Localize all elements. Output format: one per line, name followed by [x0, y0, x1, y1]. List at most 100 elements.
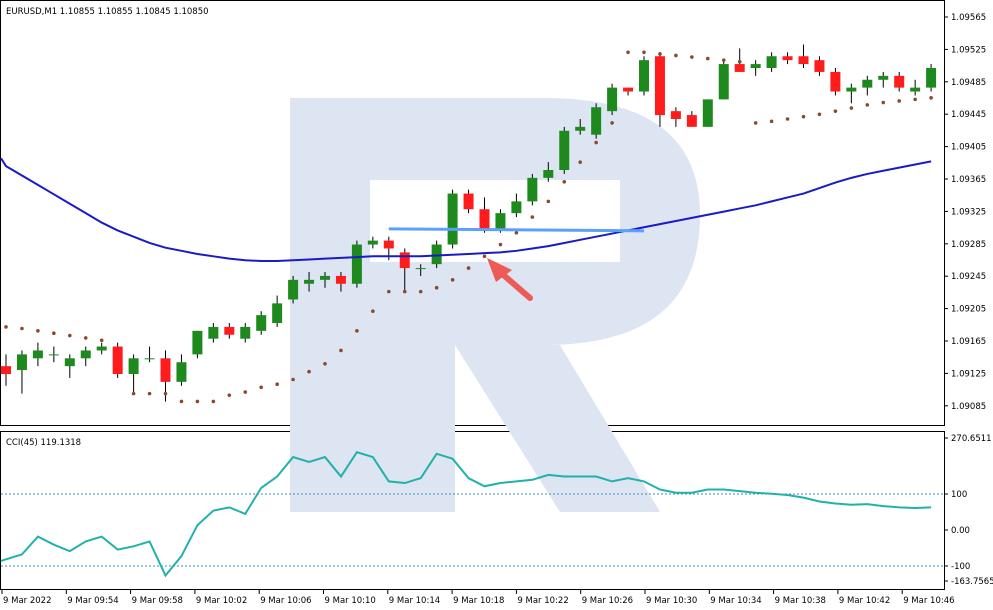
- candle: [192, 330, 203, 359]
- candle: [639, 56, 649, 96]
- candle-body: [543, 170, 554, 178]
- time-tick: 9 Mar 2022: [1, 589, 51, 606]
- candle: [112, 342, 123, 378]
- sar-dot: [387, 289, 391, 294]
- time-tick-label: 9 Mar 10:10: [325, 596, 376, 606]
- candle-body: [894, 75, 905, 88]
- sar-dot: [371, 309, 375, 314]
- main-y-axis: 1.09565 1.09525 1.09485 1.09445 1.09405 1.093…: [944, 13, 986, 412]
- main-panel-frame: [0, 0, 945, 426]
- candle: [750, 60, 761, 76]
- candle-body: [288, 279, 299, 300]
- candle: [718, 60, 729, 100]
- price-tick: 1.09485: [944, 78, 986, 88]
- candle: [431, 240, 442, 269]
- sar-dot: [769, 119, 774, 124]
- candle-body: [96, 346, 107, 351]
- candle: [543, 162, 554, 182]
- candle: [894, 71, 905, 92]
- candle: [447, 189, 458, 249]
- candle-body: [415, 268, 426, 270]
- candle-body: [846, 87, 857, 92]
- time-tick: 9 Mar 10:26: [580, 589, 633, 606]
- candle-body: [1, 366, 11, 374]
- candle-body: [926, 68, 937, 88]
- candle-body: [766, 56, 777, 68]
- cci-layer: [0, 451, 932, 578]
- candle: [591, 103, 602, 139]
- candle: [176, 354, 187, 386]
- candles-layer: [1, 44, 937, 402]
- sar-dot: [578, 160, 582, 164]
- sar-dot: [83, 336, 88, 340]
- time-axis: 9 Mar 2022 9 Mar 09:54 9 Mar 09:58 9 Mar 10…: [1, 589, 955, 606]
- candle: [320, 272, 330, 288]
- sar-dot: [355, 329, 359, 333]
- sar-dot: [20, 326, 24, 331]
- candle-body: [750, 64, 761, 68]
- candle-body: [718, 64, 729, 100]
- price-tick-label: 1.09485: [951, 78, 986, 88]
- candle-body: [80, 350, 91, 359]
- sar-dot: [929, 96, 933, 100]
- sar-dot: [674, 53, 678, 58]
- price-tick: 1.09565: [944, 13, 986, 23]
- candle: [846, 83, 857, 104]
- candle: [766, 52, 777, 72]
- cci-tick-label: -163.7565: [951, 577, 993, 587]
- candle: [272, 295, 283, 327]
- candle: [48, 346, 59, 363]
- sar-dot: [466, 266, 471, 270]
- candle-body: [782, 56, 793, 61]
- price-tick: 1.09085: [944, 402, 986, 412]
- time-tick-label: 9 Mar 10:38: [775, 596, 826, 606]
- sar-dot: [690, 55, 694, 59]
- sar-dot: [817, 112, 822, 117]
- time-tick-label: 9 Mar 2022: [3, 596, 51, 606]
- candle: [527, 173, 538, 206]
- time-tick: 9 Mar 10:18: [451, 589, 504, 606]
- sar-dot: [339, 348, 343, 353]
- candle: [32, 342, 43, 367]
- candle-body: [16, 354, 27, 371]
- candle-body: [575, 126, 586, 131]
- candle-body: [511, 201, 522, 214]
- sar-dot: [163, 391, 168, 396]
- price-tick: 1.09165: [944, 337, 986, 347]
- candle-body: [591, 107, 602, 135]
- time-tick: 9 Mar 10:06: [258, 589, 312, 606]
- candle-body: [878, 75, 889, 80]
- candle-body: [686, 115, 697, 127]
- candle-body: [495, 213, 506, 229]
- candle-body: [256, 315, 267, 331]
- main-panel-header: EURUSD,M1 1.10855 1.10855 1.10845 1.1085…: [6, 7, 209, 17]
- price-tick-label: 1.09165: [951, 337, 986, 347]
- time-tick: 9 Mar 10:42: [837, 589, 890, 606]
- candle: [224, 323, 235, 339]
- time-tick-label: 9 Mar 10:46: [903, 596, 954, 606]
- candle-body: [176, 362, 187, 382]
- time-tick: 9 Mar 10:02: [194, 589, 247, 606]
- time-tick-label: 9 Mar 10:34: [710, 596, 761, 606]
- sar-dot: [291, 377, 295, 382]
- candle-body: [559, 130, 570, 170]
- sar-dot: [706, 56, 710, 61]
- candle-body: [479, 209, 490, 229]
- candle-body: [208, 326, 219, 339]
- candle: [910, 79, 921, 96]
- candle: [304, 272, 315, 292]
- candle: [415, 264, 426, 276]
- sar-dot: [179, 399, 184, 404]
- sar-dot: [833, 109, 838, 113]
- parabolic-sar-layer: [4, 50, 933, 404]
- candle: [288, 275, 299, 304]
- candle: [878, 71, 889, 88]
- sar-dot: [418, 289, 423, 294]
- sar-dot: [801, 114, 806, 119]
- sar-dot: [897, 99, 901, 103]
- candle: [64, 354, 75, 378]
- moving-average-line: [0, 157, 932, 263]
- price-tick-label: 1.09085: [951, 402, 986, 412]
- candle-body: [830, 71, 841, 92]
- sar-dot: [785, 117, 790, 121]
